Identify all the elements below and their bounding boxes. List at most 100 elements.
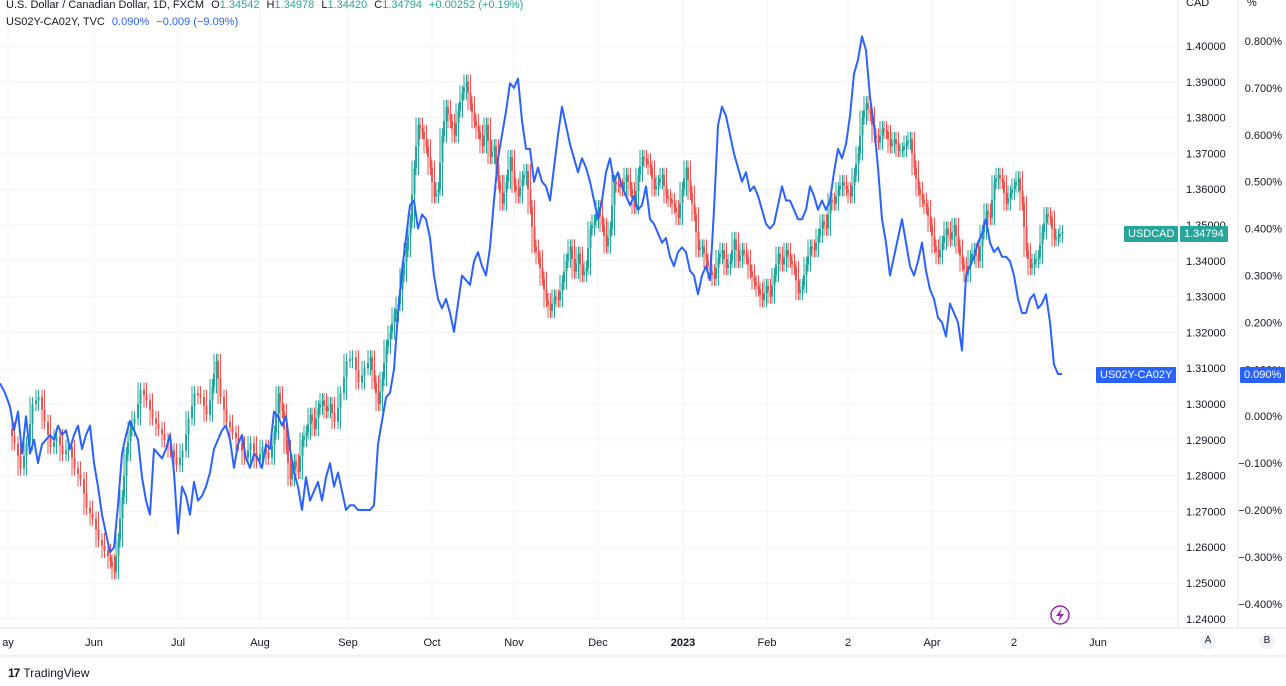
candle-body — [287, 446, 289, 464]
usdcad-candle — [1031, 253, 1033, 276]
candle-body — [679, 203, 681, 218]
candle-body — [557, 298, 560, 301]
usdcad-candle — [703, 239, 705, 268]
usdcad-candle — [1035, 250, 1037, 268]
usdcad-candle — [1011, 178, 1013, 200]
candle-body — [279, 393, 281, 403]
candle-body — [693, 203, 696, 215]
usdcad-candle — [483, 117, 485, 154]
spread-value-tag: 0.090% — [1240, 367, 1286, 383]
candle-body — [733, 239, 736, 251]
candle-body — [739, 255, 741, 261]
candle-body — [479, 131, 481, 140]
candle-body — [997, 174, 1000, 179]
candle-body — [639, 165, 641, 175]
usdcad-candle — [651, 160, 653, 197]
candle-body — [961, 255, 964, 265]
candle-body — [315, 418, 317, 430]
usdcad-candle — [725, 242, 728, 276]
candle-body — [717, 257, 720, 268]
candle-body — [837, 189, 840, 197]
usdcad-candle — [583, 260, 585, 283]
usdcad-candle — [649, 153, 652, 175]
usdcad-candle — [865, 96, 868, 125]
candle-body — [451, 121, 453, 129]
candle-body — [919, 189, 921, 195]
candle-body — [357, 369, 360, 383]
candle-body — [337, 407, 339, 422]
candle-body — [893, 139, 896, 143]
usdcad-candle — [739, 242, 741, 268]
candle-body — [519, 187, 521, 197]
usdcad-candle — [857, 146, 860, 183]
candle-body — [1011, 189, 1013, 193]
candle-body — [441, 135, 444, 163]
candle-body — [119, 518, 121, 541]
usdcad-candle — [491, 139, 493, 165]
usdcad-candle — [71, 439, 73, 476]
usdcad-candle — [573, 239, 576, 279]
usdcad-candle — [225, 389, 228, 430]
candle-body — [547, 300, 549, 306]
candle-body — [655, 185, 657, 190]
usdcad-candle — [241, 436, 243, 465]
auto-scale-button[interactable]: A — [1200, 633, 1216, 649]
usdcad-candle — [591, 214, 593, 236]
usdcad-candle — [587, 221, 589, 276]
usdcad-candle — [343, 353, 345, 401]
usdcad-candle — [357, 350, 360, 390]
candle-body — [781, 259, 784, 265]
usdcad-candle — [1043, 207, 1045, 240]
usdcad-candle — [607, 221, 609, 254]
candle-body — [229, 421, 231, 428]
usdcad-candle — [671, 192, 673, 215]
usdcad-candle — [323, 393, 325, 419]
usdcad-candle — [861, 110, 864, 161]
usdcad-candle — [417, 117, 420, 175]
usdcad-candle — [909, 131, 912, 150]
candle-body — [421, 128, 424, 132]
candle-body — [613, 182, 616, 206]
candle-body — [853, 174, 856, 186]
usdcad-candle — [785, 242, 788, 272]
candle-body — [881, 128, 884, 136]
usdcad-candle — [941, 235, 944, 265]
candle-body — [953, 225, 956, 233]
usdcad-candle — [805, 257, 808, 294]
usdcad-candle — [1015, 171, 1017, 193]
candle-body — [631, 189, 633, 199]
candle-body — [29, 423, 31, 444]
lightning-icon[interactable] — [1050, 605, 1070, 625]
candle-body — [957, 235, 960, 247]
candle-body — [297, 466, 300, 473]
usdcad-candle — [379, 371, 381, 412]
usdcad-candle — [1045, 207, 1048, 240]
candle-body — [851, 185, 853, 197]
tradingview-brand[interactable]: 17 TradingView — [8, 666, 89, 680]
candle-body — [611, 205, 613, 229]
candle-body — [815, 242, 817, 251]
cad-tick-label: 1.25000 — [1186, 578, 1226, 590]
candle-body — [1037, 257, 1040, 260]
candle-body — [1015, 182, 1017, 186]
candle-body — [989, 214, 992, 218]
usdcad-candle — [925, 192, 928, 215]
usdcad-candle — [329, 396, 332, 419]
candle-body — [601, 216, 604, 225]
candle-body — [355, 357, 357, 370]
candle-body — [453, 128, 456, 136]
usdcad-candle — [369, 350, 372, 376]
candle-body — [757, 285, 760, 290]
usdcad-candle — [795, 260, 797, 301]
candle-body — [319, 404, 321, 408]
usdcad-candle — [809, 239, 812, 272]
usdcad-candle — [771, 267, 773, 304]
candle-body — [371, 357, 373, 370]
usdcad-candle — [315, 400, 317, 437]
candle-body — [825, 225, 828, 229]
usdcad-candle — [817, 228, 820, 258]
usdcad-candle — [557, 289, 560, 308]
log-scale-button[interactable]: B — [1259, 633, 1275, 649]
usdcad-candle — [679, 182, 681, 225]
